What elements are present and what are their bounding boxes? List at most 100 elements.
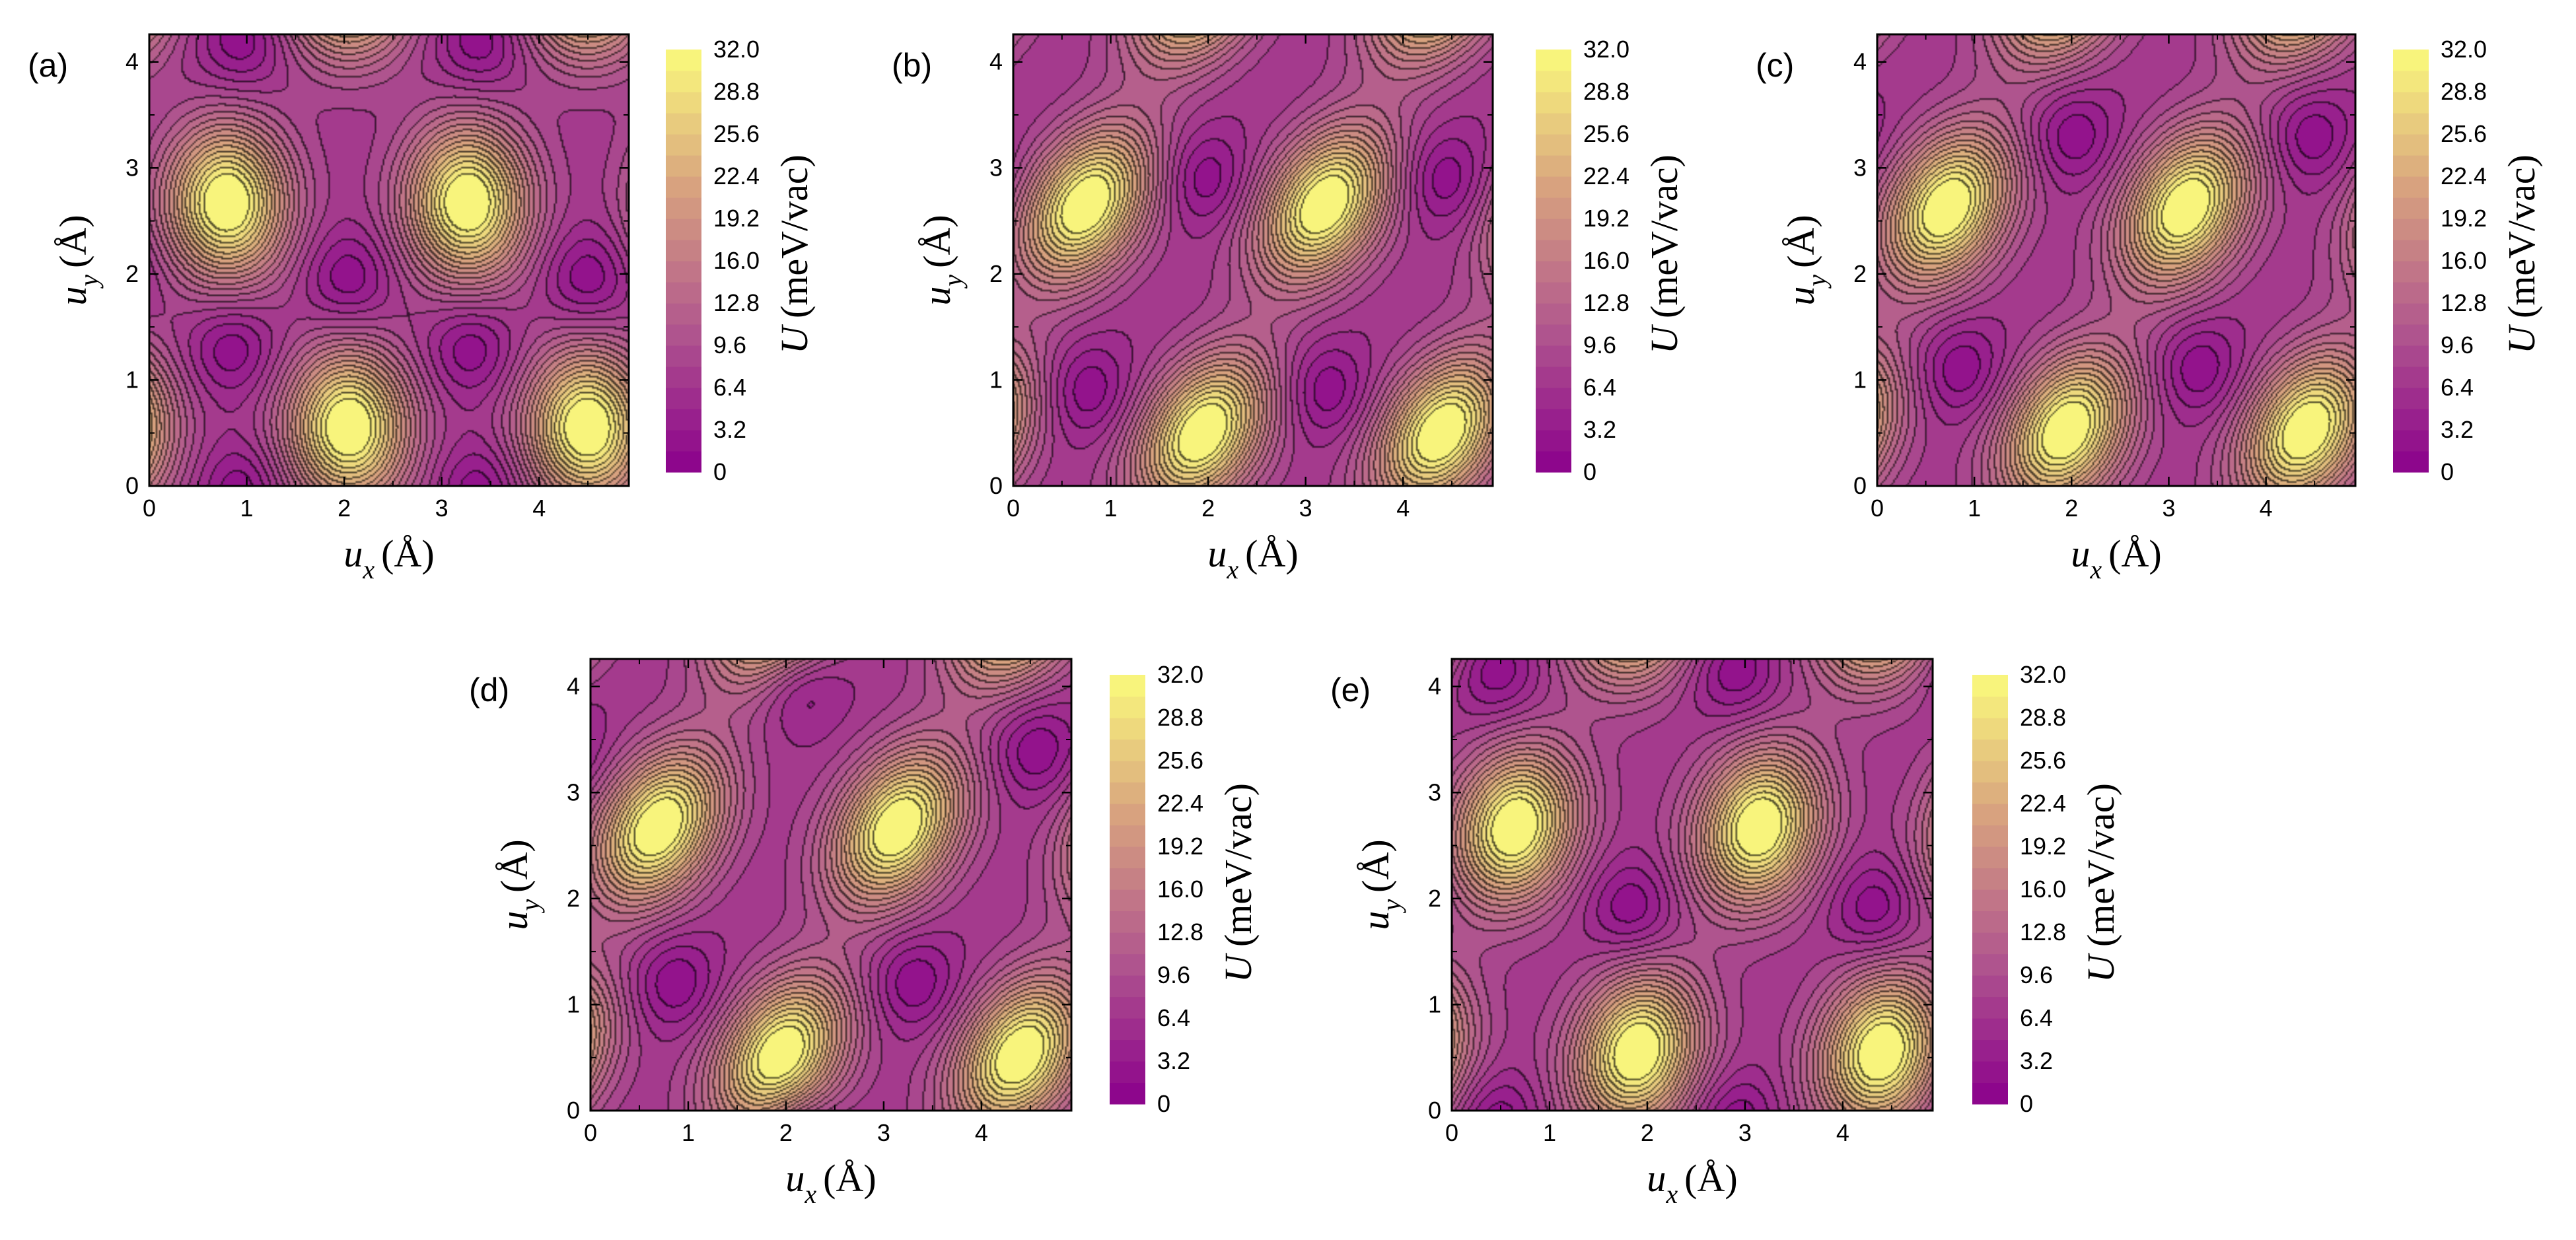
colorbar-tick-label: 12.8 [1157,918,1203,946]
colorbar-label-group: U (meV/vac) [2079,783,2122,982]
colorbar-tick-label: 9.6 [1157,961,1190,988]
colorbar-tick-label: 19.2 [2020,833,2066,860]
colorbar-tick-label: 25.6 [2020,747,2066,774]
colorbar-segment [1536,451,1571,473]
colorbar-segment [2393,92,2429,114]
colorbar-tick-label: 6.4 [2441,374,2474,401]
x-axis-unit: (Å) [381,532,435,575]
colorbar-segment [666,71,701,92]
colorbar-segment [1536,92,1571,114]
colorbar-unit: (meV/vac) [2079,783,2122,947]
colorbar-tick-label: 6.4 [1157,1004,1190,1031]
colorbar-tick-label: 32.0 [1583,36,1629,63]
colorbar-segment [1972,868,2008,890]
colorbar-tick-label: 12.8 [1583,289,1629,316]
y-tick-label: 1 [567,990,580,1017]
colorbar-tick-label: 0 [1157,1090,1170,1117]
colorbar-tick-label: 32.0 [713,36,760,63]
colorbar-segment [666,92,701,114]
colorbar-tick-label: 32.0 [2020,661,2066,688]
colorbar-tick-label: 28.8 [713,78,760,105]
colorbar-segment [2393,282,2429,304]
colorbar-tick-label: 3.2 [713,416,746,443]
y-tick-label: 2 [567,885,580,912]
y-tick-label: 4 [567,673,580,700]
x-axis-label: ux (Å) [785,1157,876,1209]
colorbar-segment [1110,804,1145,826]
colorbar-tick-label: 19.2 [713,205,760,232]
y-axis-symbol: u [1779,287,1822,306]
colorbar-segment [1110,696,1145,718]
y-axis-unit: (Å) [52,215,94,268]
colorbar-segment [1972,1061,2008,1084]
y-axis-subscript: y [74,275,104,289]
colorbar-tick-label: 28.8 [2441,78,2487,105]
colorbar-label: U (meV/vac) [1643,155,1686,354]
colorbar-segment [1972,889,2008,912]
x-tick-label: 3 [2162,495,2175,522]
heatmap-field [149,34,629,486]
colorbar-tick-label: 0 [1583,458,1596,485]
colorbar-segment [2393,50,2429,71]
colorbar-segment [1972,696,2008,718]
y-tick-label: 0 [125,472,139,499]
colorbar-segment [2393,303,2429,325]
y-axis-label: uy (Å) [1779,215,1832,305]
colorbar-segment [2393,134,2429,156]
x-tick-label: 2 [1201,495,1215,522]
y-axis-label-group: uy (Å) [52,215,104,305]
plot-frame [148,33,630,487]
x-axis-subscript: x [362,555,375,584]
colorbar-segment [1972,996,2008,1019]
colorbar-segment [1536,134,1571,156]
colorbar-tick-label: 3.2 [1157,1047,1190,1074]
colorbar-tick-label: 16.0 [1583,247,1629,274]
colorbar-segment [1110,953,1145,976]
x-tick-label: 3 [1738,1119,1752,1146]
y-tick-label: 1 [1853,366,1867,393]
x-tick-label: 2 [1641,1119,1654,1146]
y-axis-symbol: u [915,287,958,306]
colorbar-segment [1110,975,1145,998]
colorbar-segment [666,282,701,304]
x-axis-subscript: x [1226,555,1238,584]
colorbar-segment [1972,739,2008,761]
plot-frame [1450,658,1934,1112]
colorbar-segment [1536,388,1571,409]
y-tick-label: 3 [989,154,1003,181]
colorbar-label-group: U (meV/vac) [1643,155,1686,354]
x-tick-label: 4 [1396,495,1410,522]
y-axis-unit: (Å) [915,215,958,268]
colorbar-tick-label: 32.0 [1157,661,1203,688]
colorbar-tick-label: 12.8 [2441,289,2487,316]
colorbar-tick-label: 19.2 [2441,205,2487,232]
colorbar-segment [666,366,701,388]
panel-label: (b) [892,47,932,84]
colorbar-segment [1110,932,1145,955]
y-tick-label: 0 [567,1097,580,1124]
y-axis-label-group: uy (Å) [493,839,545,930]
colorbar-tick-label: 3.2 [2441,416,2474,443]
y-tick-label: 1 [125,366,139,393]
colorbar-symbol: U [773,324,816,354]
colorbar-segment [1110,911,1145,933]
x-tick-label: 0 [1445,1119,1458,1146]
plot-frame [1012,33,1494,487]
colorbar-tick-label: 28.8 [2020,704,2066,731]
x-axis-symbol: u [785,1157,805,1200]
y-tick-label: 2 [125,260,139,287]
colorbar-segment [1972,911,2008,933]
colorbar-segment [1536,345,1571,367]
colorbar-segment [666,303,701,325]
x-axis-unit: (Å) [823,1157,877,1200]
colorbar-segment [666,261,701,283]
x-axis-label: ux (Å) [1647,1157,1737,1209]
colorbar-tick-label: 28.8 [1157,704,1203,731]
colorbar-tick-label: 6.4 [713,374,746,401]
x-tick-label: 1 [240,495,254,522]
x-tick-label: 3 [1299,495,1312,522]
colorbar-tick-label: 3.2 [1583,416,1616,443]
